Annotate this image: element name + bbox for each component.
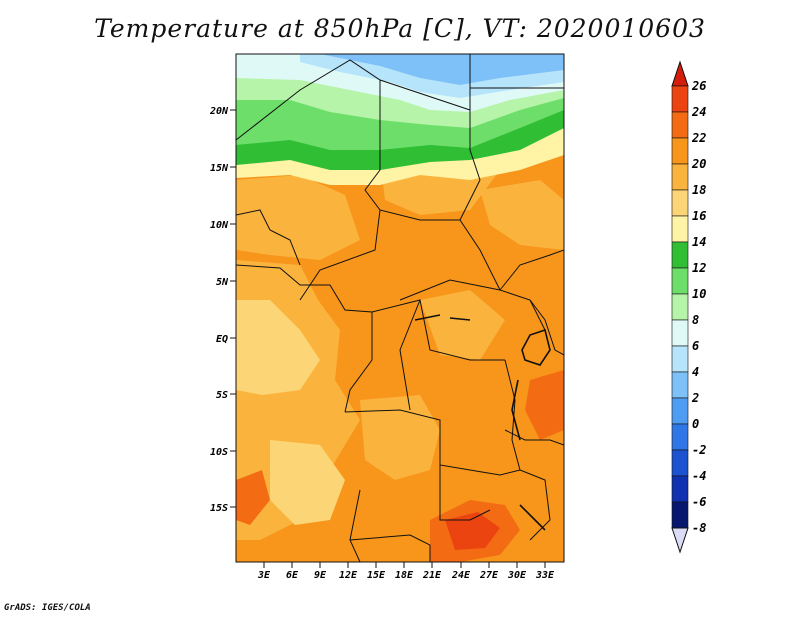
lakes xyxy=(414,314,551,531)
lat-label-20n: 20N xyxy=(209,106,229,117)
colorbar-label: 24 xyxy=(691,105,706,119)
colorbar-label: 6 xyxy=(692,339,699,353)
colorbar-band xyxy=(671,423,689,451)
lon-tick: 18E xyxy=(395,562,414,581)
colorbar-label: 20 xyxy=(691,157,706,171)
lon-label-3e: 3E xyxy=(257,570,271,581)
field-sw-hot xyxy=(236,470,270,525)
colorbar-label: 18 xyxy=(692,183,706,197)
lat-label-5n: 5N xyxy=(216,277,229,288)
colorbar-label: -2 xyxy=(692,443,706,457)
lon-tick: 6E xyxy=(286,562,299,581)
colorbar-band xyxy=(671,293,689,321)
colorbar-label: 10 xyxy=(692,287,706,301)
lat-axis: 20N 15N 10N 5N EQ 5S 10S 15S xyxy=(209,106,236,514)
colorbar-band xyxy=(671,345,689,373)
colorbar-label: 4 xyxy=(692,365,699,379)
lon-tick: 30E xyxy=(507,562,527,581)
colorbar-bottom-arrow xyxy=(671,527,689,554)
colorbar-band xyxy=(671,215,689,243)
lat-tick: 5S xyxy=(216,390,236,401)
map-title: Temperature at 850hPa [C], VT: 202001060… xyxy=(94,14,706,43)
colorbar-label: 14 xyxy=(692,235,706,249)
colorbar-band xyxy=(671,85,689,113)
lat-tick: 20N xyxy=(209,106,236,117)
lat-tick: EQ xyxy=(216,334,236,345)
lat-tick: 10S xyxy=(210,447,236,458)
lon-tick: 24E xyxy=(451,562,471,581)
map-frame xyxy=(235,53,565,563)
colorbar-band xyxy=(671,267,689,295)
field-sw-pale xyxy=(270,440,345,525)
colorbar-label: 12 xyxy=(692,261,706,275)
lon-label-27e: 27E xyxy=(479,570,499,581)
lon-label-6e: 6E xyxy=(286,570,299,581)
field-nw-light xyxy=(236,175,360,260)
lat-tick: 5N xyxy=(216,277,236,288)
colorbar-label: 26 xyxy=(691,79,706,93)
lon-tick: 12E xyxy=(339,562,358,581)
field-center-pale xyxy=(420,290,505,360)
lon-tick: 9E xyxy=(314,562,327,581)
lon-tick: 27E xyxy=(479,562,499,581)
colorbar-top-arrow xyxy=(671,60,689,87)
colorbar-band xyxy=(671,371,689,399)
lon-axis: 3E 6E 9E 12E 15E 18E 21E 24E 27E 30E 33E xyxy=(257,562,555,581)
field-ne-light xyxy=(480,180,564,250)
colorbar-band xyxy=(671,137,689,165)
field-west-pale xyxy=(236,300,320,395)
lat-tick: 15N xyxy=(210,163,236,174)
lon-label-24e: 24E xyxy=(451,570,471,581)
field-central-light xyxy=(360,395,440,480)
colorbar-label: 2 xyxy=(691,391,699,405)
field-east-hot xyxy=(525,370,564,440)
map-plot-area xyxy=(236,54,564,562)
field-band-blue xyxy=(320,54,564,85)
colorbar-band xyxy=(671,241,689,269)
lon-label-12e: 12E xyxy=(339,570,358,581)
lat-label-5s: 5S xyxy=(216,390,228,401)
colorbar-band xyxy=(671,189,689,217)
lon-label-9e: 9E xyxy=(314,570,327,581)
lon-label-18e: 18E xyxy=(395,570,414,581)
colorbar-band xyxy=(671,111,689,139)
field-south-hotspot xyxy=(445,512,500,550)
colorbar-band xyxy=(671,475,689,503)
lon-tick: 21E xyxy=(422,562,442,581)
colorbar-band xyxy=(671,163,689,191)
lat-label-10n: 10N xyxy=(210,220,229,231)
colorbar-band xyxy=(671,449,689,477)
lon-label-30e: 30E xyxy=(507,570,527,581)
lat-label-eq: EQ xyxy=(216,334,228,345)
colorbar-band xyxy=(671,319,689,347)
lat-tick: 15S xyxy=(210,503,236,514)
colorbar-band xyxy=(671,397,689,425)
lon-tick: 15E xyxy=(367,562,386,581)
colorbar-label: -4 xyxy=(692,469,706,483)
lat-tick: 10N xyxy=(210,220,236,231)
country-borders xyxy=(236,54,564,562)
lat-label-15s: 15S xyxy=(210,503,228,514)
lon-label-21e: 21E xyxy=(422,570,442,581)
lat-label-15n: 15N xyxy=(210,163,229,174)
colorbar-label: -6 xyxy=(692,495,706,509)
lon-label-33e: 33E xyxy=(535,570,555,581)
lon-tick: 3E xyxy=(257,562,271,581)
colorbar-label: 16 xyxy=(692,209,706,223)
colorbar-label: 8 xyxy=(692,313,699,327)
colorbar-band xyxy=(671,501,689,529)
colorbar-label: 0 xyxy=(692,417,699,431)
lon-label-15e: 15E xyxy=(367,570,386,581)
colorbar-label: -8 xyxy=(692,521,706,535)
lon-tick: 33E xyxy=(535,562,555,581)
colorbar-label: 22 xyxy=(691,131,706,145)
grads-credit: GrADS: IGES/COLA xyxy=(4,603,91,613)
lat-label-10s: 10S xyxy=(210,447,228,458)
